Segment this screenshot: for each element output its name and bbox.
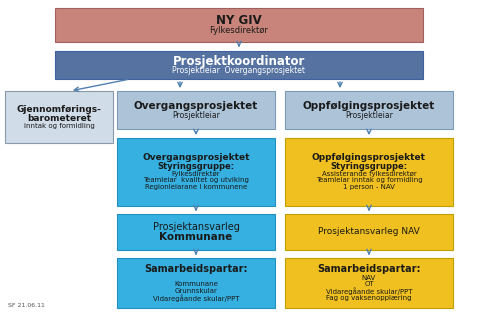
Text: Oppfølgingsprosjektet: Oppfølgingsprosjektet: [312, 153, 426, 162]
Text: Prosjektkoordinator: Prosjektkoordinator: [173, 55, 305, 68]
Bar: [117, 214, 275, 250]
Text: Prosjektleiar: Prosjektleiar: [345, 111, 393, 120]
Text: inntak og formidling: inntak og formidling: [24, 123, 95, 129]
Text: Oppfølgingsprosjektet: Oppfølgingsprosjektet: [303, 101, 435, 111]
Text: Teamleiar  kvalitet og utviking: Teamleiar kvalitet og utviking: [143, 177, 249, 183]
Text: Samarbeidspartar:: Samarbeidspartar:: [144, 265, 248, 274]
Text: Prosjektansvarleg NAV: Prosjektansvarleg NAV: [318, 227, 420, 237]
Text: Samarbeidspartar:: Samarbeidspartar:: [317, 265, 421, 274]
Text: NY GIV: NY GIV: [216, 14, 262, 27]
Text: Teamleiar inntak og formidling: Teamleiar inntak og formidling: [316, 177, 422, 183]
Bar: [285, 138, 453, 206]
Text: Gjennomførings-: Gjennomførings-: [17, 105, 101, 114]
Text: Prosjektansvarleg: Prosjektansvarleg: [153, 222, 240, 232]
Text: Kommunane: Kommunane: [159, 232, 233, 242]
Bar: [285, 91, 453, 129]
Text: OT: OT: [364, 281, 374, 287]
Text: Regionleiarane i kommunene: Regionleiarane i kommunene: [145, 184, 247, 190]
Text: SF 21.06.11: SF 21.06.11: [8, 303, 45, 308]
Bar: [285, 258, 453, 308]
Text: Kommunane: Kommunane: [174, 281, 218, 287]
Text: Fylkesdirektør: Fylkesdirektør: [210, 26, 268, 35]
Text: NAV: NAV: [362, 275, 376, 281]
Bar: [117, 258, 275, 308]
Text: Prosjektleiar  Overgangsprosjektet: Prosjektleiar Overgangsprosjektet: [172, 66, 305, 75]
Bar: [117, 138, 275, 206]
Text: Assisterande fylkesdirektør: Assisterande fylkesdirektør: [322, 171, 416, 177]
Bar: [5, 91, 113, 143]
Bar: [117, 91, 275, 129]
Text: Fylkesdirektør: Fylkesdirektør: [172, 171, 220, 177]
Text: 1 person - NAV: 1 person - NAV: [343, 184, 395, 190]
Text: Styringsgruppe:: Styringsgruppe:: [157, 162, 235, 171]
Text: Overgangsprosjektet: Overgangsprosjektet: [134, 101, 258, 111]
Bar: [55, 51, 423, 79]
Bar: [285, 214, 453, 250]
Text: Styringsgruppe:: Styringsgruppe:: [330, 162, 408, 171]
Bar: [55, 8, 423, 42]
Text: Overgangsprosjektet: Overgangsprosjektet: [142, 153, 250, 162]
Text: Vidaregåande skular/PPT: Vidaregåande skular/PPT: [326, 287, 412, 295]
Text: barometeret: barometeret: [27, 113, 91, 123]
Text: Fag og vaksenopplæring: Fag og vaksenopplæring: [326, 295, 412, 301]
Text: Prosjektleiar: Prosjektleiar: [172, 111, 220, 120]
Text: Grunnskular: Grunnskular: [175, 288, 217, 294]
Text: Vidaregåande skular/PPT: Vidaregåande skular/PPT: [153, 294, 239, 302]
